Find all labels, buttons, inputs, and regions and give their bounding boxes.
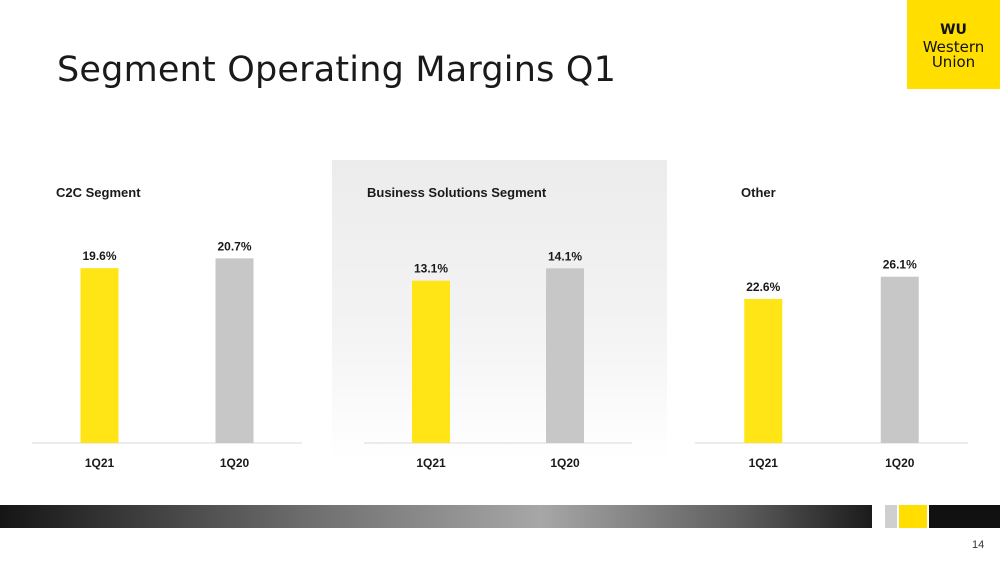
page-number: 14 [972,539,985,551]
business-solutions-chart-svg: 13.1% 1Q21 14.1% 1Q20 [364,249,632,470]
logo-western-text: Western [922,38,985,56]
footer-black-block [929,505,1000,528]
c2c-segment-chart: C2C Segment 19.6% 1Q21 20.7% 1Q20 [32,160,302,480]
data-label: 26.1% [883,258,917,272]
bar-1q20 [215,258,254,443]
other-chart-title: Other [741,185,776,200]
business-solutions-chart-title: Business Solutions Segment [367,185,547,200]
x-tick-label: 1Q20 [550,456,580,470]
slide-title: Segment Operating Margins Q1 [57,50,617,90]
data-label: 19.6% [82,249,116,263]
footer-gradient-bar [0,505,872,528]
data-label: 20.7% [217,239,251,253]
logo-union-text: Union [931,53,976,71]
bar-1q21 [412,280,450,443]
x-tick-label: 1Q21 [85,456,115,470]
footer-yellow-block [899,505,927,528]
business-solutions-panel-background [332,160,667,460]
data-label: 14.1% [548,249,582,263]
x-tick-label: 1Q20 [885,456,915,470]
bar-1q20 [880,276,919,443]
logo-wu-mark: WU [940,22,967,38]
western-union-logo: WU Western Union [907,0,1000,89]
data-label: 13.1% [414,262,448,276]
other-chart-svg: 22.6% 1Q21 26.1% 1Q20 [695,258,968,470]
bar-1q21 [744,299,783,443]
c2c-chart-svg: 19.6% 1Q21 20.7% 1Q20 [32,239,302,470]
x-tick-label: 1Q21 [749,456,779,470]
other-segment-chart: Other 22.6% 1Q21 26.1% 1Q20 [695,160,968,480]
x-tick-label: 1Q20 [220,456,250,470]
bar-1q20 [546,268,584,443]
c2c-chart-title: C2C Segment [56,185,141,200]
x-tick-label: 1Q21 [416,456,446,470]
footer-gray-block [885,505,897,528]
business-solutions-chart: Business Solutions Segment 13.1% 1Q21 14.1… [364,160,632,480]
bar-1q21 [80,268,119,443]
data-label: 22.6% [746,280,780,294]
